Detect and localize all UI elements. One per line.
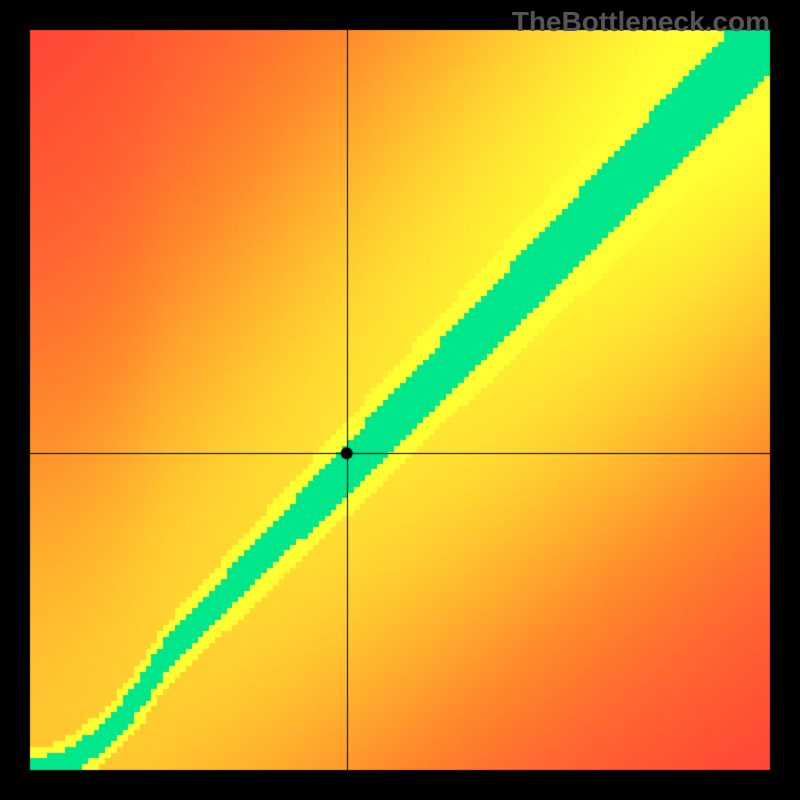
chart-container: TheBottleneck.com <box>0 0 800 800</box>
watermark-text: TheBottleneck.com <box>512 6 770 38</box>
bottleneck-heatmap <box>0 0 800 800</box>
